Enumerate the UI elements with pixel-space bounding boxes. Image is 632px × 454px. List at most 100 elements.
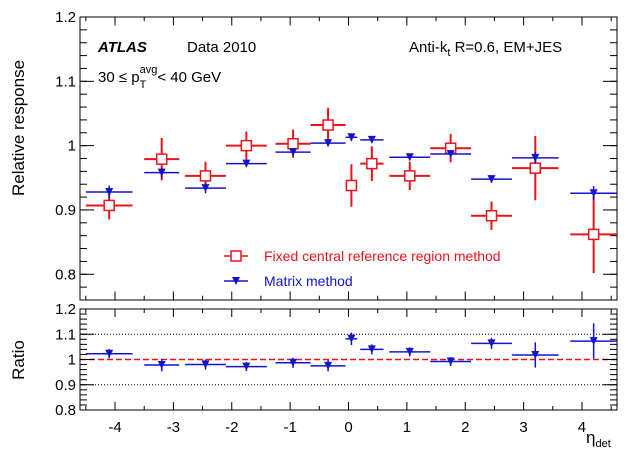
matrix-method-marker bbox=[105, 187, 114, 196]
data-point bbox=[430, 356, 472, 367]
data-point bbox=[471, 175, 512, 184]
y-tick-label: 1 bbox=[68, 352, 76, 369]
y-tick-label: 1.1 bbox=[55, 326, 76, 343]
x-axis-symbol: η bbox=[586, 428, 595, 447]
matrix-method-marker bbox=[232, 277, 240, 285]
fixed-method-marker bbox=[230, 250, 242, 262]
bottom-panel: 0.8 0.9 1 1.1 1.2 -4 -3 -2 -1 0 1 2 3 4 Ratio ηdet bbox=[9, 301, 618, 450]
matrix-method-marker bbox=[405, 347, 414, 356]
matrix-method-marker bbox=[347, 334, 356, 343]
fixed-method-marker bbox=[404, 170, 416, 182]
data-point bbox=[310, 360, 346, 372]
matrix-method-marker bbox=[324, 361, 333, 370]
data-point bbox=[360, 135, 384, 144]
fixed-method-marker bbox=[587, 228, 600, 241]
data-label: Data 2010 bbox=[187, 39, 256, 56]
legend-label: Fixed central reference region method bbox=[264, 248, 501, 264]
matrix-method-marker bbox=[589, 337, 598, 346]
bottom-series bbox=[85, 323, 617, 372]
series-matrix bbox=[85, 133, 617, 201]
y-tick-label: 0.9 bbox=[55, 202, 76, 219]
data-point bbox=[85, 191, 133, 220]
data-point bbox=[570, 186, 617, 201]
data-point bbox=[85, 349, 133, 359]
data-point bbox=[430, 134, 472, 163]
matrix-method-marker bbox=[367, 345, 376, 354]
bottom-ticks bbox=[80, 308, 617, 411]
y-tick-label: 1.2 bbox=[55, 301, 76, 318]
fixed-method-marker bbox=[240, 139, 253, 152]
pt-sup: avg bbox=[140, 64, 158, 76]
matrix-method-marker bbox=[446, 357, 455, 366]
data-point bbox=[389, 347, 431, 357]
data-point bbox=[471, 201, 512, 230]
matrix-method-marker bbox=[289, 358, 298, 367]
matrix-method-marker bbox=[242, 159, 251, 168]
x-tick-label: -3 bbox=[167, 419, 180, 436]
jet-algo-rest: R=0.6, EM+JES bbox=[450, 39, 562, 56]
data-point bbox=[144, 358, 180, 372]
data-point bbox=[310, 107, 346, 143]
y-tick-label: 1.1 bbox=[55, 73, 76, 90]
x-tick-label: 4 bbox=[578, 419, 586, 436]
pt-sub: T bbox=[140, 79, 147, 91]
fixed-method-marker bbox=[485, 209, 498, 222]
fixed-method-marker bbox=[287, 137, 299, 150]
fixed-method-marker bbox=[322, 119, 334, 131]
matrix-method-marker bbox=[446, 149, 455, 158]
matrix-method-marker bbox=[487, 175, 496, 184]
series-fixed-central bbox=[85, 107, 617, 273]
data-point bbox=[185, 359, 226, 370]
data-point bbox=[225, 159, 267, 168]
matrix-method-marker bbox=[324, 139, 333, 148]
matrix-method-marker bbox=[157, 168, 166, 177]
x-tick-labels: -4 -3 -2 -1 0 1 2 3 4 bbox=[108, 419, 586, 436]
matrix-method-marker bbox=[289, 148, 298, 157]
data-point bbox=[360, 146, 384, 182]
data-point bbox=[570, 323, 617, 359]
fixed-method-marker bbox=[155, 153, 168, 165]
data-point bbox=[511, 135, 559, 201]
data-point bbox=[275, 357, 311, 368]
top-ticks bbox=[80, 16, 617, 301]
matrix-method-marker bbox=[242, 362, 251, 371]
data-point bbox=[471, 337, 512, 349]
data-point bbox=[430, 149, 472, 158]
legend-entry-fixed: Fixed central reference region method bbox=[224, 248, 501, 264]
matrix-method-marker bbox=[405, 153, 414, 162]
x-axis-title: ηdet bbox=[586, 428, 611, 450]
legend-entry-matrix: Matrix method bbox=[224, 273, 353, 289]
matrix-method-marker bbox=[201, 360, 210, 369]
matrix-method-marker bbox=[105, 349, 114, 358]
pt-prefix: 30 ≤ p bbox=[98, 69, 140, 86]
legend: Fixed central reference region method Mat… bbox=[224, 248, 501, 289]
top-y-axis-title: Relative response bbox=[9, 60, 28, 196]
y-tick-label: 0.8 bbox=[55, 266, 76, 283]
matrix-method-marker bbox=[531, 153, 540, 162]
data-point bbox=[310, 139, 346, 148]
legend-label: Matrix method bbox=[264, 273, 353, 289]
fixed-method-marker bbox=[103, 199, 115, 212]
matrix-method-marker bbox=[157, 361, 166, 370]
y-tick-label: 0.9 bbox=[55, 377, 76, 394]
x-tick-label: -1 bbox=[283, 419, 296, 436]
bottom-reference-lines bbox=[80, 333, 617, 386]
x-tick-label: 3 bbox=[519, 419, 527, 436]
top-panel: 0.8 0.9 1 1.1 1.2 ATLAS Data 2010 Anti-kt R=… bbox=[9, 9, 618, 301]
data-point bbox=[345, 133, 358, 142]
x-tick-label: -4 bbox=[108, 419, 121, 436]
pt-suffix: < 40 GeV bbox=[157, 69, 221, 86]
matrix-method-marker bbox=[367, 135, 376, 144]
x-tick-label: 1 bbox=[403, 419, 411, 436]
fixed-method-marker bbox=[199, 170, 212, 182]
matrix-method-marker bbox=[347, 133, 356, 142]
pt-range-label: 30 ≤ p avg T < 40 GeV bbox=[98, 64, 221, 91]
data-point bbox=[144, 167, 180, 178]
x-tick-label: -2 bbox=[225, 419, 238, 436]
top-y-tick-labels: 0.8 0.9 1 1.1 1.2 bbox=[55, 9, 76, 283]
series-matrix bbox=[85, 323, 617, 372]
top-series bbox=[85, 107, 617, 273]
x-tick-label: 0 bbox=[344, 419, 352, 436]
data-point bbox=[389, 161, 431, 191]
